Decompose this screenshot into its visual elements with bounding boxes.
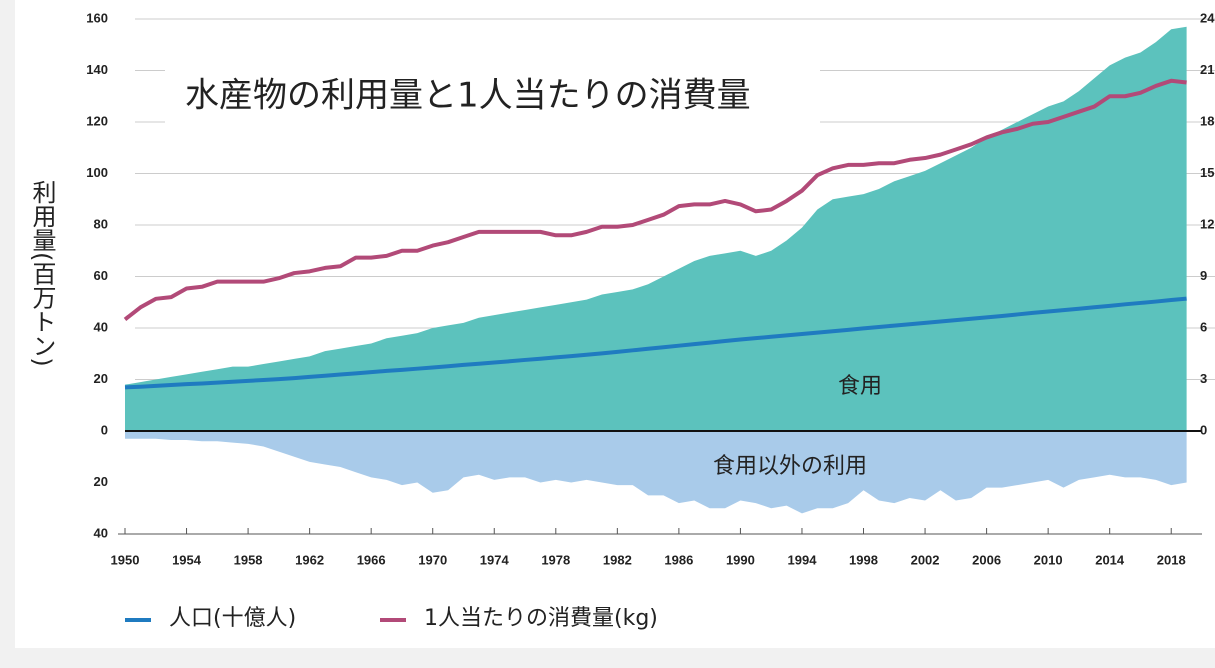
legend-label: 1人当たりの消費量(kg) <box>424 606 658 631</box>
x-tick-label: 2018 <box>1157 552 1186 567</box>
x-tick-label: 1970 <box>418 552 447 567</box>
areas <box>125 26 1202 514</box>
line <box>123 78 1187 321</box>
y2-tick-label: 18 <box>1200 113 1214 128</box>
legend-label: 人口(十億人) <box>169 606 296 631</box>
y-tick-label: 40 <box>94 525 108 540</box>
y-tick-label: 20 <box>94 474 108 489</box>
y-tick-label: 80 <box>94 216 108 231</box>
x-tick-label: 1982 <box>603 552 632 567</box>
x-tick-label: 1966 <box>357 552 386 567</box>
y2-tick-label: 12 <box>1200 216 1214 231</box>
line <box>124 296 1187 390</box>
x-tick-label: 1950 <box>111 552 140 567</box>
x-tick-label: 1954 <box>172 552 202 567</box>
area-label: 食用 <box>838 374 882 399</box>
y2-tick-label: 6 <box>1200 319 1207 334</box>
x-tick-label: 2002 <box>911 552 940 567</box>
y2-tick-label: 3 <box>1200 371 1207 386</box>
lines <box>123 78 1187 390</box>
chart-title: 水産物の利用量と1人当たりの消費量 <box>185 76 751 116</box>
area <box>125 431 1187 514</box>
title-box <box>165 68 820 124</box>
x-tick-label: 2014 <box>1095 552 1125 567</box>
y-tick-label: 0 <box>101 422 108 437</box>
y-tick-label: 20 <box>94 371 108 386</box>
y-tick-label: 100 <box>86 165 108 180</box>
y2-tick-label: 15 <box>1200 165 1214 180</box>
x-tick-label: 1974 <box>480 552 510 567</box>
y-tick-label: 160 <box>86 10 108 25</box>
x-tick-label: 2010 <box>1034 552 1063 567</box>
area-label: 食用以外の利用 <box>713 454 867 479</box>
x-tick-label: 1958 <box>234 552 263 567</box>
y-tick-label: 120 <box>86 113 108 128</box>
area <box>125 26 1187 431</box>
y2-tick-label: 24 <box>1200 10 1215 25</box>
x-tick-label: 2006 <box>972 552 1001 567</box>
y2-tick-label: 21 <box>1200 62 1214 77</box>
y-tick-label: 140 <box>86 62 108 77</box>
x-tick-label: 1994 <box>788 552 818 567</box>
y-tick-label: 60 <box>94 268 108 283</box>
x-tick-label: 1962 <box>295 552 324 567</box>
x-tick-label: 1990 <box>726 552 755 567</box>
y-tick-label: 40 <box>94 319 108 334</box>
y2-tick-label: 0 <box>1200 422 1207 437</box>
x-tick-label: 1986 <box>664 552 693 567</box>
y-axis-label: 利用量(百万トン) <box>28 180 56 367</box>
y2-tick-label: 9 <box>1200 268 1207 283</box>
x-tick-label: 1978 <box>541 552 570 567</box>
x-tick-label: 1998 <box>849 552 878 567</box>
